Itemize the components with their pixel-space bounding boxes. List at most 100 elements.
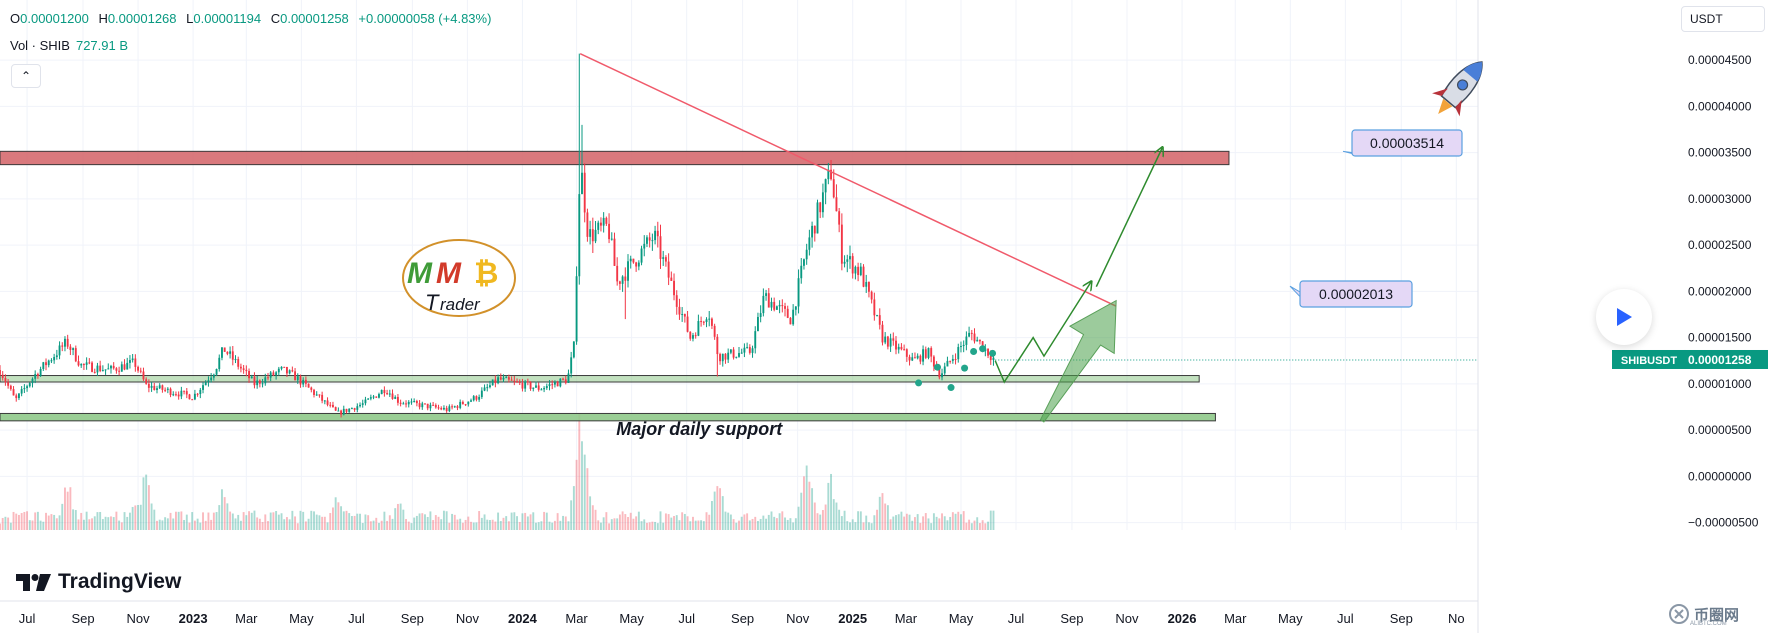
candle [345,408,348,414]
candle-body [193,393,196,400]
tradingview-wordmark: TradingView [58,570,182,593]
candle-body [849,256,851,260]
candle [654,225,657,245]
candle [618,280,621,290]
candle [61,342,64,352]
candle [332,401,334,408]
volume-bar [965,522,968,530]
volume-bar [773,516,776,530]
watermark-subtext: ALIBTC.COM [1690,621,1727,627]
volume-bar [632,518,635,530]
volume-bar [191,512,194,530]
candle [954,353,957,365]
candle [183,390,186,395]
volume-bar [55,518,58,530]
volume-bar [85,511,88,530]
svg-text:M: M [436,257,462,290]
candle-body [142,371,145,380]
candle-body [562,378,564,380]
volume-bar [486,519,489,530]
volume-bars [0,413,995,530]
volume-bar [708,514,711,530]
volume-bar [629,512,632,530]
candle-body [302,379,305,385]
candle-body [375,396,378,398]
candle [713,323,716,340]
volume-bar [578,413,581,530]
collapse-legend-button[interactable]: ⌃ [11,64,41,88]
candle [708,311,711,327]
candle [540,388,543,391]
volume-bar [884,503,887,530]
candle [911,352,914,362]
candle [126,357,129,370]
time-tick-label: 2026 [1168,611,1197,626]
candle-body [794,306,797,310]
candle [353,407,356,412]
candle-body [911,357,914,361]
candle-body [840,224,843,264]
candle-body [705,319,708,323]
candle-body [231,351,234,360]
candle-body [870,291,873,300]
volume-bar [396,503,399,530]
volume-bar [15,513,18,530]
big-up-arrow [1039,299,1117,423]
candle [789,317,792,325]
candle [253,372,256,389]
candle [878,308,881,330]
volume-bar [26,511,29,530]
candle-body [107,368,110,370]
candle [784,302,786,317]
candle [294,368,297,381]
currency-selector[interactable]: USDT [1681,6,1765,32]
candle-body [941,373,943,378]
volume-bar [296,523,299,530]
candle-body [432,404,435,406]
candle-body [564,379,567,383]
volume-bar [388,515,391,530]
candle [426,403,429,411]
candle-body [237,359,240,367]
volume-bar [120,522,123,530]
candle [467,401,470,407]
volume-bar [47,515,50,530]
volume-bar [954,513,957,530]
time-tick-label: Mar [565,611,588,626]
volume-bar [288,519,291,530]
volume-bar [662,522,665,530]
volume-bar [7,517,10,530]
volume-bar [572,486,575,530]
candle [838,207,841,233]
candle [329,401,332,408]
replay-play-button[interactable] [1596,289,1652,345]
candle [505,375,508,379]
candle [161,384,164,393]
volume-bar [142,477,145,530]
projection-target-arrow [1095,148,1162,288]
candle [781,299,784,313]
candle-body [313,389,315,395]
candle [957,343,960,363]
candle [175,391,177,397]
candle [0,365,1,377]
volume-bar [830,473,832,530]
volume-bar [618,514,621,530]
candle-body [976,339,979,342]
candle [147,379,150,393]
candle-body [378,394,380,398]
candle [857,262,860,282]
candle-body [453,406,456,408]
candle-body [816,202,819,234]
volume-bar [697,520,700,530]
candle-body [884,336,887,343]
candle-body [101,370,104,372]
candle [123,359,126,371]
candle-body [932,356,935,367]
volume-bar [283,519,286,530]
candle-body [632,258,635,263]
candle [843,255,846,268]
time-tick-label: May [949,611,974,626]
signal-dot [989,349,997,357]
